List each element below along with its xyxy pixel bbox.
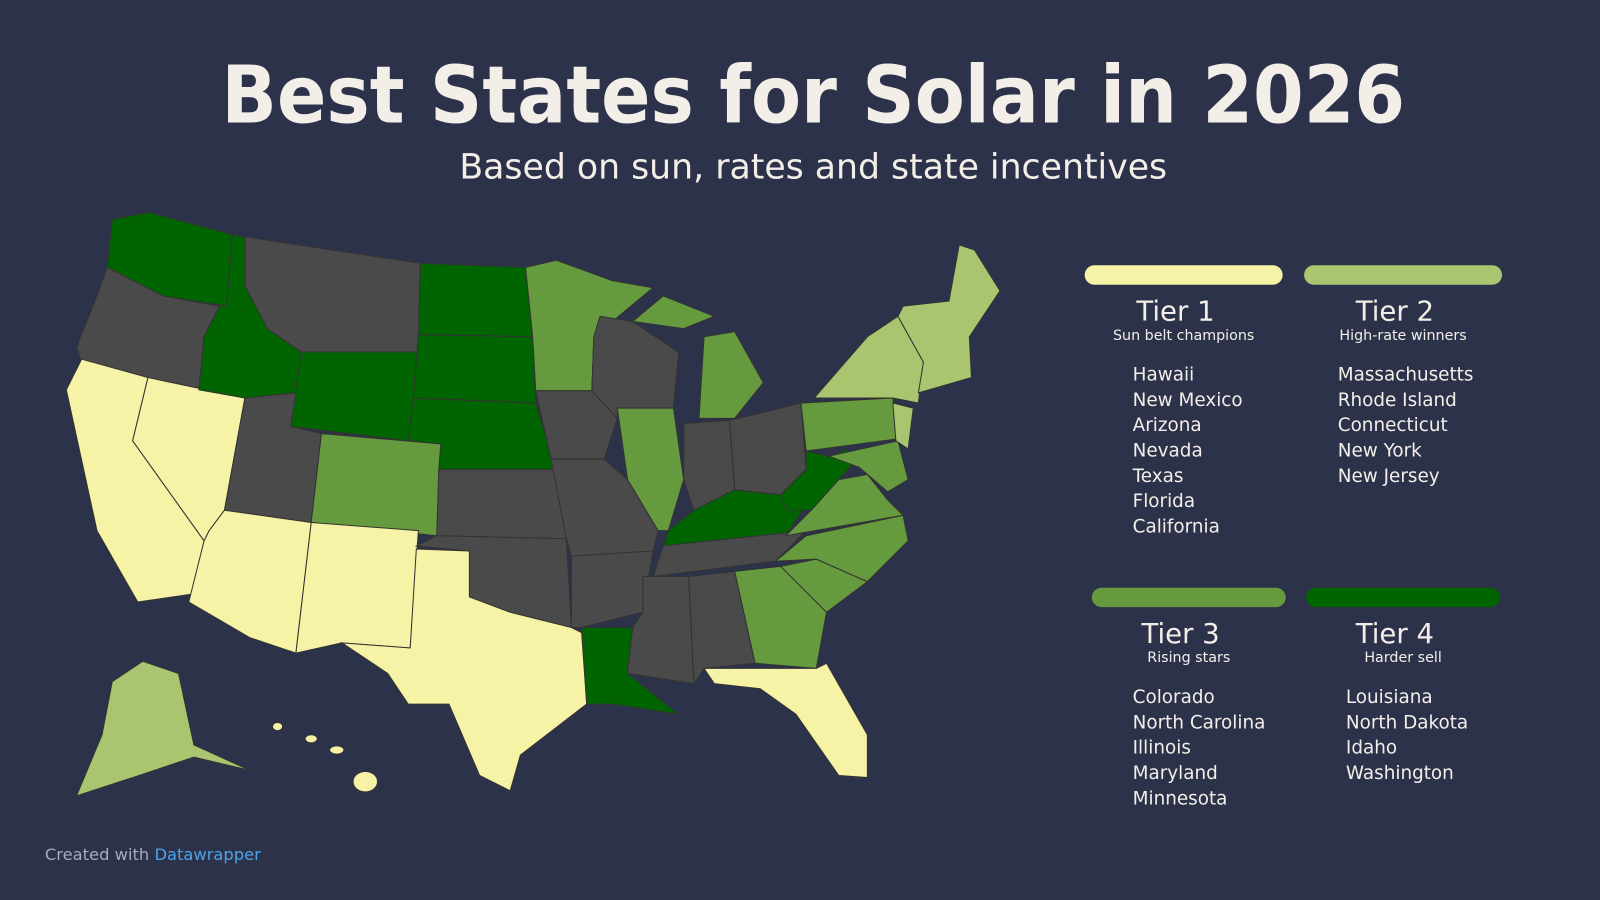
tier-state: New Jersey (1338, 466, 1440, 487)
tier-state: Hawaii (1133, 365, 1195, 386)
tier-state: Colorado (1133, 687, 1215, 708)
state (734, 565, 828, 669)
us-map (65, 211, 1001, 797)
state (290, 351, 419, 442)
tier-state: Washington (1346, 763, 1454, 784)
state (698, 331, 764, 419)
tier-name: Tier 3 (1141, 618, 1220, 650)
footer-prefix: Created with (45, 845, 149, 864)
tier-state: Texas (1132, 466, 1184, 487)
state (271, 721, 284, 732)
tier-name: Tier 1 (1135, 295, 1214, 327)
tier-state: Idaho (1346, 738, 1397, 759)
tier-state: Connecticut (1338, 415, 1448, 436)
tier-subtitle: Sun belt champions (1113, 328, 1254, 344)
tier-state: Rhode Island (1338, 390, 1457, 411)
state (535, 390, 618, 460)
tier-bar (1304, 265, 1503, 285)
tier-state: Minnesota (1133, 788, 1228, 809)
state (295, 521, 419, 654)
tier-state: Massachusetts (1338, 365, 1474, 386)
state (631, 295, 716, 330)
tier-bar (1084, 265, 1283, 285)
tier-subtitle: High-rate winners (1339, 328, 1466, 344)
footer: Created with Datawrapper (45, 845, 261, 864)
tier-bar (1091, 587, 1286, 608)
tier-subtitle: Harder sell (1364, 650, 1441, 666)
tier-name: Tier 2 (1355, 295, 1434, 327)
tier-state: Florida (1133, 491, 1195, 512)
tier-state: New York (1338, 441, 1422, 462)
tier-state: North Carolina (1133, 712, 1266, 733)
tier-state: New Mexico (1133, 390, 1243, 411)
state (412, 334, 537, 404)
tier-state: Nevada (1133, 441, 1203, 462)
state (417, 262, 534, 338)
tier-name: Tier 4 (1355, 618, 1434, 650)
state (550, 458, 659, 557)
footer-link[interactable]: Datawrapper (154, 845, 261, 864)
subtitle: Based on sun, rates and state incentives (459, 148, 1167, 188)
title: Best States for Solar in 2026 (221, 48, 1405, 141)
state (774, 514, 909, 583)
tier-state: California (1133, 516, 1220, 537)
tier-state: Arizona (1133, 415, 1202, 436)
state (339, 548, 588, 792)
state (75, 660, 251, 797)
state (304, 734, 318, 744)
tier-state: North Dakota (1346, 712, 1468, 733)
state (436, 468, 567, 540)
tier-state: Louisiana (1346, 687, 1433, 708)
state (329, 745, 345, 755)
state (826, 440, 909, 493)
state (310, 433, 442, 537)
state (703, 662, 868, 779)
state (892, 402, 914, 450)
tier-subtitle: Rising stars (1147, 650, 1230, 666)
state (897, 244, 1001, 394)
state (688, 570, 756, 686)
tier-state: Maryland (1133, 763, 1218, 784)
tier-state: Illinois (1133, 738, 1191, 759)
state (352, 770, 379, 793)
tier-bar (1306, 587, 1500, 608)
state (570, 550, 654, 629)
